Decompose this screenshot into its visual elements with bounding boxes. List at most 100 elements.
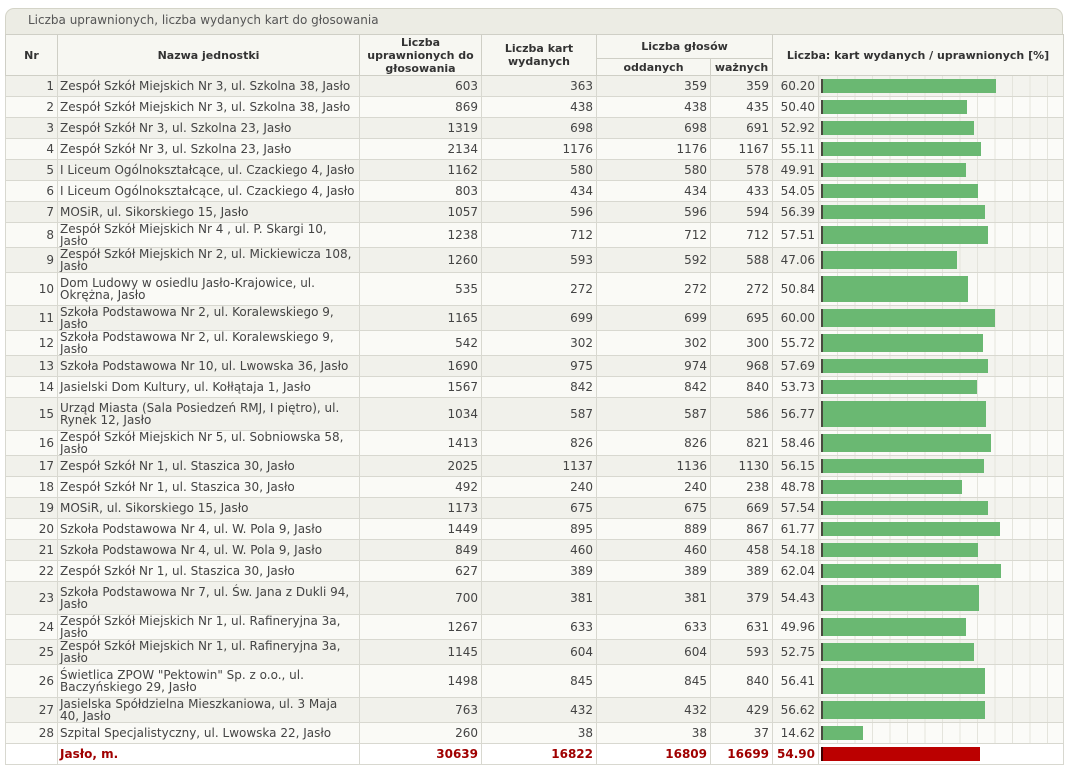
row-bar xyxy=(821,668,986,694)
row-valid: 968 xyxy=(709,355,774,377)
row-valid: 300 xyxy=(709,330,774,356)
table-body: 1 Zespół Szkół Miejskich Nr 3, ul. Szkoln… xyxy=(5,75,1065,744)
row-cast: 460 xyxy=(596,539,711,561)
table-row: 10 Dom Ludowy w osiedlu Jasło-Krajowice, … xyxy=(5,272,1065,306)
row-eligible: 763 xyxy=(359,697,482,723)
row-bar xyxy=(821,121,975,135)
row-pct: 56.39 xyxy=(772,201,820,223)
row-bar xyxy=(821,480,963,494)
row-name: MOSiR, ul. Sikorskiego 15, Jasło xyxy=(57,201,360,223)
row-valid: 593 xyxy=(709,639,774,665)
table-row: 20 Szkoła Podstawowa Nr 4, ul. W. Pola 9,… xyxy=(5,518,1065,540)
row-cast: 712 xyxy=(596,222,711,248)
row-bar-cell xyxy=(818,355,1065,377)
row-nr: 17 xyxy=(5,455,58,477)
row-name: Zespół Szkół Miejskich Nr 3, ul. Szkolna… xyxy=(57,75,360,97)
row-nr: 16 xyxy=(5,430,58,456)
row-issued: 698 xyxy=(481,117,597,139)
row-pct: 56.41 xyxy=(772,664,820,698)
row-bar xyxy=(821,334,984,352)
row-bar-cell xyxy=(818,518,1065,540)
row-issued: 675 xyxy=(481,497,597,519)
row-valid: 691 xyxy=(709,117,774,139)
table-row: 1 Zespół Szkół Miejskich Nr 3, ul. Szkoln… xyxy=(5,75,1065,97)
row-bar xyxy=(821,309,996,327)
row-eligible: 1145 xyxy=(359,639,482,665)
row-eligible: 1449 xyxy=(359,518,482,540)
row-bar xyxy=(821,100,968,114)
row-eligible: 1267 xyxy=(359,614,482,640)
row-valid: 867 xyxy=(709,518,774,540)
row-name: Zespół Szkół Nr 3, ul. Szkolna 23, Jasło xyxy=(57,138,360,160)
row-nr: 1 xyxy=(5,75,58,97)
row-issued: 699 xyxy=(481,305,597,331)
row-bar xyxy=(821,142,982,156)
row-cast: 842 xyxy=(596,376,711,398)
row-name: Szkoła Podstawowa Nr 4, ul. W. Pola 9, J… xyxy=(57,539,360,561)
row-bar-cell xyxy=(818,560,1065,582)
row-issued: 604 xyxy=(481,639,597,665)
row-bar xyxy=(821,564,1002,578)
row-bar-cell xyxy=(818,247,1065,273)
row-eligible: 1173 xyxy=(359,497,482,519)
row-name: Zespół Szkół Miejskich Nr 5, ul. Sobniow… xyxy=(57,430,360,456)
row-bar xyxy=(821,79,997,93)
row-pct: 52.75 xyxy=(772,639,820,665)
header-eligible: Liczba uprawnionych do głosowania xyxy=(359,34,482,76)
table-row: 25 Zespół Szkół Miejskich Nr 1, ul. Rafin… xyxy=(5,639,1065,665)
row-eligible: 869 xyxy=(359,96,482,118)
row-valid: 359 xyxy=(709,75,774,97)
table-row: 24 Zespół Szkół Miejskich Nr 1, ul. Rafin… xyxy=(5,614,1065,640)
table-row: 28 Szpital Specjalistyczny, ul. Lwowska 2… xyxy=(5,722,1065,744)
row-eligible: 603 xyxy=(359,75,482,97)
row-bar-cell xyxy=(818,639,1065,665)
row-valid: 379 xyxy=(709,581,774,615)
row-issued: 432 xyxy=(481,697,597,723)
total-name: Jasło, m. xyxy=(57,743,360,765)
row-bar-cell xyxy=(818,117,1065,139)
row-issued: 240 xyxy=(481,476,597,498)
row-nr: 23 xyxy=(5,581,58,615)
total-eligible: 30639 xyxy=(359,743,482,765)
row-cast: 438 xyxy=(596,96,711,118)
row-name: MOSiR, ul. Sikorskiego 15, Jasło xyxy=(57,497,360,519)
row-name: Zespół Szkół Miejskich Nr 3, ul. Szkolna… xyxy=(57,96,360,118)
table-row: 12 Szkoła Podstawowa Nr 2, ul. Koralewski… xyxy=(5,330,1065,356)
row-nr: 20 xyxy=(5,518,58,540)
row-bar-cell xyxy=(818,222,1065,248)
row-nr: 14 xyxy=(5,376,58,398)
row-cast: 1176 xyxy=(596,138,711,160)
row-pct: 57.54 xyxy=(772,497,820,519)
row-cast: 389 xyxy=(596,560,711,582)
header-issued: Liczba kart wydanych xyxy=(481,34,597,76)
row-pct: 48.78 xyxy=(772,476,820,498)
row-valid: 389 xyxy=(709,560,774,582)
row-bar xyxy=(821,184,979,198)
panel-title: Liczba uprawnionych, liczba wydanych kar… xyxy=(5,8,1063,34)
row-pct: 56.77 xyxy=(772,397,820,431)
table-row: 27 Jasielska Spółdzielna Mieszkaniowa, ul… xyxy=(5,697,1065,723)
row-valid: 578 xyxy=(709,159,774,181)
row-bar-cell xyxy=(818,697,1065,723)
row-name: Szkoła Podstawowa Nr 7, ul. Św. Jana z D… xyxy=(57,581,360,615)
row-bar-cell xyxy=(818,476,1065,498)
row-name: Zespół Szkół Nr 3, ul. Szkolna 23, Jasło xyxy=(57,117,360,139)
table-row: 13 Szkoła Podstawowa Nr 10, ul. Lwowska 3… xyxy=(5,355,1065,377)
row-bar-cell xyxy=(818,664,1065,698)
results-table: Nr Nazwa jednostki Liczba uprawnionych d… xyxy=(5,34,1065,765)
row-bar xyxy=(821,522,1001,536)
row-pct: 53.73 xyxy=(772,376,820,398)
row-eligible: 1319 xyxy=(359,117,482,139)
row-valid: 695 xyxy=(709,305,774,331)
row-pct: 54.05 xyxy=(772,180,820,202)
row-pct: 55.72 xyxy=(772,330,820,356)
row-pct: 57.51 xyxy=(772,222,820,248)
row-nr: 18 xyxy=(5,476,58,498)
row-name: Urząd Miasta (Sala Posiedzeń RMJ, I pięt… xyxy=(57,397,360,431)
row-issued: 434 xyxy=(481,180,597,202)
row-nr: 19 xyxy=(5,497,58,519)
row-bar xyxy=(821,618,967,636)
row-bar xyxy=(821,543,979,557)
row-valid: 594 xyxy=(709,201,774,223)
row-issued: 593 xyxy=(481,247,597,273)
